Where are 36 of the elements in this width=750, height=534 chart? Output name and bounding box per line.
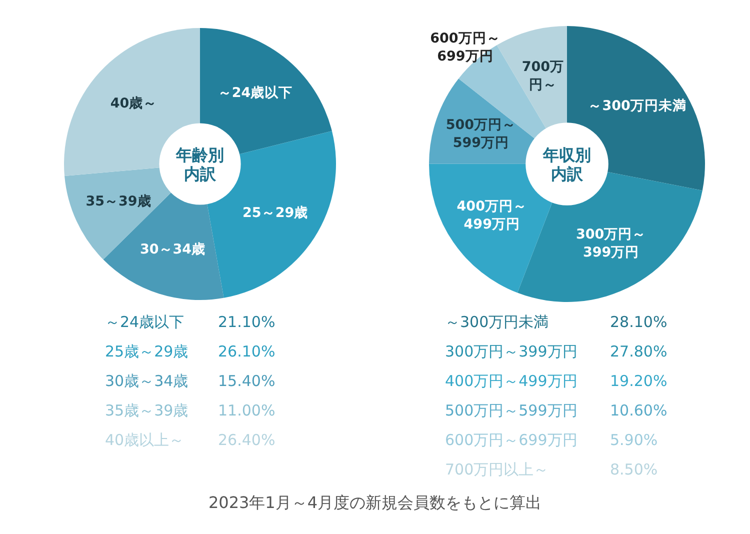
slice-label: 25～29歳 — [242, 204, 308, 221]
text: 年齢別内訳 — [175, 145, 224, 183]
text: 19.20% — [610, 372, 668, 390]
text: 35歳～39歳 — [105, 402, 188, 420]
slice-label: 400万円～499万円 — [456, 198, 527, 233]
text: 500万円～599万円 — [445, 402, 578, 420]
text: 26.10% — [218, 342, 276, 360]
text: ～300万円未満 — [445, 313, 549, 331]
text: 21.10% — [218, 313, 276, 331]
text: 27.80% — [610, 342, 668, 360]
text: 2023年1月～4月度の新規会員数をもとに算出 — [208, 493, 542, 512]
text: 年収別内訳 — [542, 145, 591, 183]
slice-label: ～24歳以下 — [218, 85, 293, 102]
text: 28.10% — [610, 313, 668, 331]
text: ～24歳以下 — [105, 313, 184, 331]
slice-label: 500万円～599万円 — [446, 117, 516, 152]
text: 10.60% — [610, 402, 668, 420]
text: 25歳～29歳 — [105, 342, 188, 360]
slice-label: 30～34歳 — [140, 242, 206, 258]
text: 30歳～34歳 — [105, 372, 188, 390]
text: 5.90% — [610, 431, 658, 449]
text: 15.40% — [218, 372, 276, 390]
slice-label: 40歳～ — [110, 95, 158, 112]
slice-label: 600万円～699万円 — [430, 30, 500, 65]
text: 40歳以上～ — [105, 431, 184, 449]
text: 8.50% — [610, 460, 658, 478]
text: 300万円～399万円 — [445, 342, 578, 360]
text: 400万円～499万円 — [445, 372, 578, 390]
text: 700万円以上～ — [445, 460, 549, 478]
slice-label: 35～39歳 — [86, 194, 152, 210]
slice-label: ～300万円未満 — [588, 98, 686, 114]
text: 11.00% — [218, 402, 276, 420]
slice-label: 300万円～399万円 — [576, 226, 646, 261]
text: 26.40% — [218, 431, 276, 449]
slice-label: 700万円～ — [522, 59, 564, 94]
text: 600万円～699万円 — [445, 431, 578, 449]
